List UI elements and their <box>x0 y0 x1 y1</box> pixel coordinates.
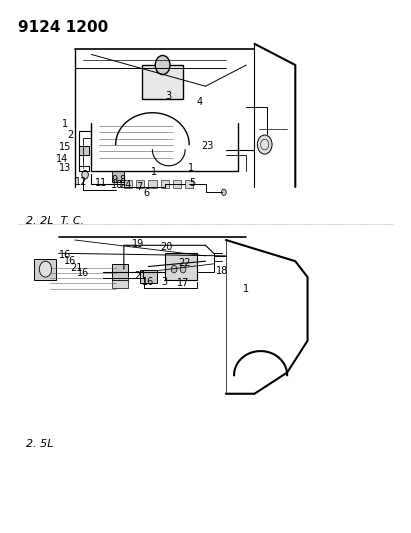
Circle shape <box>171 265 177 273</box>
Text: 19: 19 <box>132 239 144 249</box>
Bar <box>161 180 169 188</box>
Text: 13: 13 <box>58 164 71 173</box>
Bar <box>124 180 132 188</box>
Text: 1: 1 <box>151 167 157 176</box>
Bar <box>136 180 144 188</box>
Text: 12: 12 <box>75 176 87 187</box>
Text: 1: 1 <box>188 164 194 173</box>
Text: 16: 16 <box>58 250 71 260</box>
Text: 22: 22 <box>178 259 191 268</box>
Text: 2. 5L: 2. 5L <box>26 439 53 449</box>
Circle shape <box>155 55 170 75</box>
Text: 21: 21 <box>70 263 82 272</box>
Bar <box>185 180 193 188</box>
Text: 7: 7 <box>136 182 143 192</box>
Text: 1: 1 <box>243 284 249 294</box>
Text: 18: 18 <box>216 266 228 276</box>
Text: 15: 15 <box>58 142 71 152</box>
Circle shape <box>39 261 52 277</box>
Text: 9124 1200: 9124 1200 <box>18 20 108 35</box>
Bar <box>79 146 89 155</box>
Text: 20: 20 <box>161 243 173 253</box>
Text: 16: 16 <box>64 256 76 266</box>
Text: 8: 8 <box>120 175 126 185</box>
Text: 2. 2L  T. C.: 2. 2L T. C. <box>26 216 84 226</box>
Text: 10: 10 <box>111 180 123 190</box>
Bar <box>34 259 56 280</box>
Text: 2: 2 <box>67 130 73 140</box>
Circle shape <box>82 171 88 179</box>
Bar <box>112 280 128 288</box>
Text: 24: 24 <box>119 180 131 190</box>
Bar <box>140 270 157 284</box>
Bar <box>112 171 124 182</box>
Text: 5: 5 <box>189 177 195 188</box>
Bar <box>112 264 128 280</box>
Bar <box>148 180 157 188</box>
Bar <box>173 180 181 188</box>
Text: 17: 17 <box>177 278 189 288</box>
Circle shape <box>257 135 272 154</box>
Circle shape <box>180 265 186 273</box>
Bar <box>142 65 183 100</box>
Circle shape <box>222 189 226 196</box>
Text: 21: 21 <box>134 271 146 280</box>
Text: 16: 16 <box>142 277 155 287</box>
Text: 3: 3 <box>165 91 171 101</box>
Text: 23: 23 <box>201 141 214 151</box>
Text: 6: 6 <box>143 188 149 198</box>
Text: 11: 11 <box>95 178 108 188</box>
Bar <box>165 253 197 280</box>
Text: 1: 1 <box>62 119 68 129</box>
Text: 14: 14 <box>55 154 68 164</box>
Text: 3: 3 <box>162 277 168 287</box>
Text: 4: 4 <box>196 97 203 107</box>
Text: 16: 16 <box>77 268 89 278</box>
Text: 9: 9 <box>111 175 117 185</box>
